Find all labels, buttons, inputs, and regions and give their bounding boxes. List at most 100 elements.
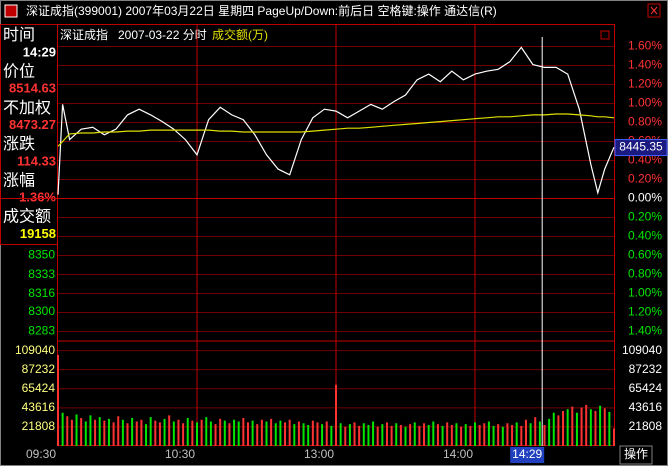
volume-bar — [80, 418, 83, 446]
volume-bar — [246, 422, 249, 446]
volume-bar — [84, 421, 87, 446]
volume-bar — [279, 420, 282, 446]
volume-tick-label: 43616 — [629, 400, 663, 414]
volume-bar — [196, 422, 198, 446]
volume-bar — [562, 411, 565, 446]
volume-tick-label: 21808 — [22, 419, 56, 433]
average-line — [57, 113, 615, 147]
volume-bar — [497, 424, 500, 446]
volume-bar — [548, 418, 551, 446]
volume-bar — [464, 424, 467, 446]
volume-tick-label: 21808 — [629, 419, 663, 433]
volume-bar — [409, 424, 412, 446]
volume-bar — [98, 417, 101, 446]
volume-bar — [89, 415, 92, 446]
chart-title: 深证成指 — [60, 27, 108, 42]
volume-bar — [501, 426, 504, 446]
volume-bar — [594, 411, 597, 446]
info-value: 8514.63 — [9, 81, 56, 96]
volume-bar — [362, 423, 365, 446]
y2-tick-label: 8350 — [28, 248, 55, 262]
y-tick-label: 0.60% — [628, 248, 662, 262]
info-value: 14:29 — [23, 44, 56, 59]
volume-bar — [566, 409, 569, 446]
volume-bar — [256, 424, 259, 446]
volume-bar — [487, 421, 490, 446]
volume-bar — [469, 425, 472, 446]
volume-bar — [214, 424, 217, 446]
volume-bar — [599, 405, 602, 446]
last-price-label: 8445.35 — [619, 140, 663, 154]
volume-bar — [94, 419, 97, 446]
volume-title: 成交额(万) — [212, 27, 268, 42]
volume-bar — [543, 425, 546, 446]
y-tick-label: 0.20% — [628, 210, 662, 224]
window-title: 深证成指(399001) 2007年03月22日 星期四 PageUp/Down… — [26, 3, 497, 18]
last-price-box — [614, 139, 668, 157]
volume-tick-label: 109040 — [15, 343, 55, 357]
volume-bar — [478, 425, 481, 446]
volume-bar — [385, 422, 388, 446]
volume-bar — [121, 419, 124, 446]
volume-bar — [321, 424, 324, 446]
y-tick-label: 1.40% — [628, 58, 662, 72]
volume-tick-label: 43616 — [22, 400, 56, 414]
y2-tick-label: 8316 — [28, 286, 55, 300]
volume-bar — [446, 422, 449, 446]
volume-bar — [557, 415, 560, 446]
x-tick-label: 09:30 — [26, 447, 56, 461]
volume-bar — [483, 423, 486, 446]
y2-tick-label: 8333 — [28, 267, 55, 281]
volume-bar — [135, 421, 138, 446]
volume-bar — [613, 428, 615, 446]
action-button[interactable]: 操作 — [624, 446, 648, 461]
close-icon — [650, 6, 658, 15]
volume-bar — [344, 426, 347, 446]
y-tick-label: 1.00% — [628, 286, 662, 300]
y-tick-label: 1.00% — [628, 96, 662, 110]
volume-bar — [149, 417, 152, 446]
volume-bar — [57, 355, 59, 446]
info-label: 涨幅 — [3, 171, 35, 189]
cursor-label-box — [510, 447, 545, 463]
volume-bar — [219, 418, 222, 446]
volume-bar — [186, 418, 189, 446]
volume-bar — [580, 407, 583, 446]
volume-bar — [436, 424, 439, 446]
volume-bar — [455, 423, 458, 446]
x-tick-label: 13:00 — [304, 447, 334, 461]
volume-bar — [511, 425, 514, 446]
volume-bar — [297, 421, 300, 446]
volume-bar — [390, 425, 393, 446]
y-tick-label: 0.40% — [628, 153, 662, 167]
volume-bar — [117, 416, 120, 446]
volume-bar — [423, 423, 426, 446]
volume-bar — [126, 423, 129, 446]
volume-bar — [460, 426, 463, 446]
volume-bar — [538, 421, 541, 446]
cursor-label: 14:29 — [512, 447, 542, 461]
action-button-frame[interactable] — [619, 445, 653, 465]
volume-tick-label: 87232 — [629, 362, 663, 376]
volume-bar — [432, 421, 435, 446]
y2-tick-label: 8283 — [28, 323, 55, 337]
volume-tick-label: 109040 — [622, 343, 662, 357]
volume-bar — [163, 418, 166, 446]
volume-bar — [103, 420, 106, 446]
volume-bar — [205, 417, 208, 446]
volume-bar — [265, 421, 268, 446]
volume-bar — [474, 422, 476, 446]
volume-bar — [372, 421, 375, 446]
volume-bar — [75, 414, 78, 446]
volume-bar — [589, 409, 592, 446]
volume-bar — [274, 423, 277, 446]
restore-icon[interactable] — [600, 30, 610, 40]
volume-bar — [404, 426, 407, 446]
volume-bar — [112, 422, 115, 446]
volume-tick-label: 87232 — [22, 362, 56, 376]
volume-bar — [353, 422, 356, 446]
info-value: 19158 — [20, 226, 56, 241]
volume-bar — [492, 425, 495, 446]
